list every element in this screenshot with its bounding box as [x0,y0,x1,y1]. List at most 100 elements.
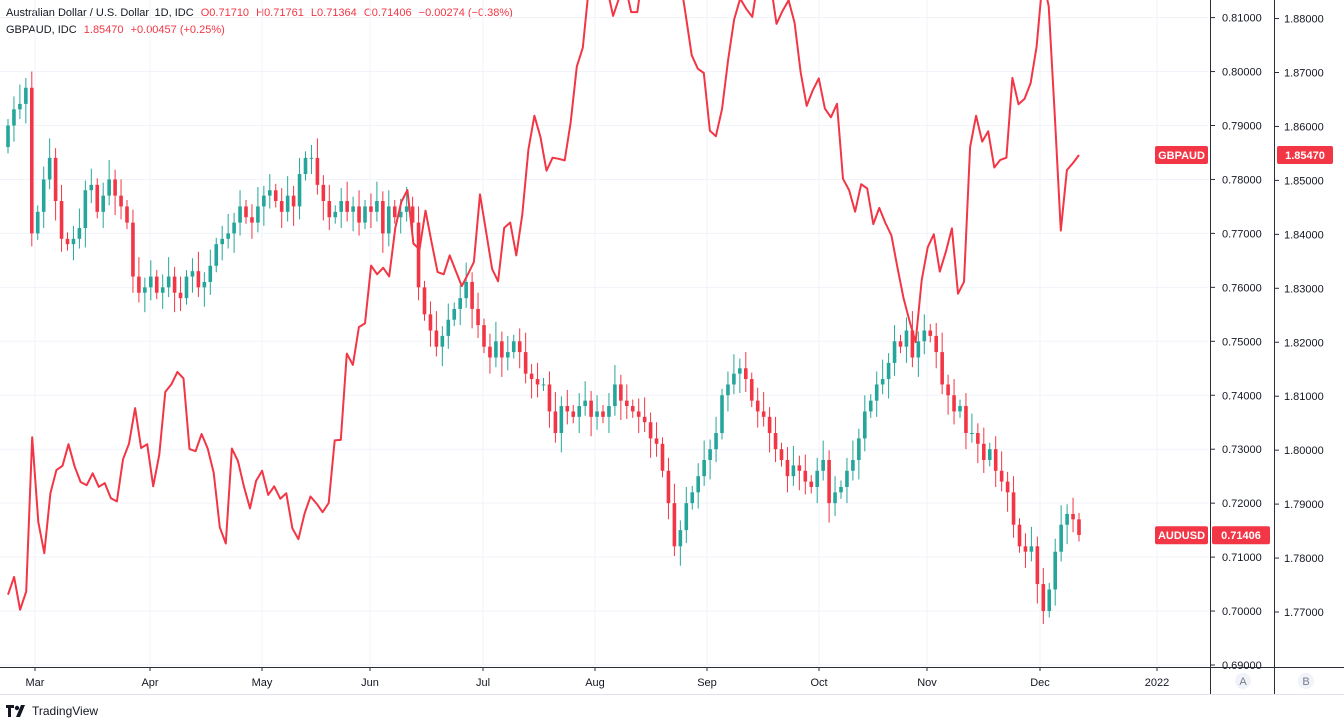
candle-body [1077,519,1081,535]
scale-a-button[interactable] [1235,673,1251,689]
time-label: Sep [697,677,717,689]
legend-high: H0.71761 [256,7,304,19]
candle-body [24,87,28,104]
candle-body [166,276,171,288]
left-scale-label: 0.72000 [1222,498,1262,510]
candle-body [220,238,224,245]
candle-body [71,238,76,245]
audusd-price-label: 0.71406 [1221,530,1261,542]
candle-body [202,281,207,288]
left-scale-label: 0.74000 [1222,390,1262,402]
left-scale-label: 0.69000 [1222,660,1262,672]
candle-body [125,206,129,223]
candle-body [1011,492,1016,525]
candle-body [517,341,522,353]
legend-gbpaud: GBPAUD, IDC 1.85470 +0.00457 (+0.25%) [6,24,229,36]
time-label: Nov [917,677,937,689]
candle-body [500,341,504,358]
candle-body [970,433,974,435]
candle-body [946,384,950,396]
candle-body [559,406,564,434]
candle-body [1035,546,1040,585]
legend-gbpaud-name: GBPAUD, IDC [6,24,77,36]
candle-body [767,416,772,434]
candle-body [940,352,944,385]
candle-body [744,368,748,380]
gbpaud-series-label: GBPAUD [1158,150,1205,162]
candle-body [440,335,445,347]
candle-body [65,238,70,245]
candle-body [315,157,320,185]
candle-body [333,211,338,218]
candle-body [208,265,213,282]
candle-body [77,228,82,239]
candle-body [381,201,385,234]
candle-body [244,206,248,218]
legend-audusd-name: Australian Dollar / U.S. Dollar, 1D, IDC [6,7,194,19]
candle-body [226,233,230,239]
candle-body [464,281,468,299]
left-scale-label: 0.75000 [1222,336,1262,348]
brand-name: TradingView [32,704,99,718]
candle-body [137,276,141,293]
candle-body [987,449,992,460]
candle-body [660,443,665,471]
scale-b-label: B [1302,676,1309,688]
candle-body [113,179,117,196]
candle-body [797,465,802,471]
time-label: Jul [476,677,490,689]
candle-body [285,195,290,212]
scale-a-label: A [1239,676,1247,688]
candle-body [934,335,938,353]
candle-body [648,422,653,439]
candle-body [642,416,647,423]
candle-body [672,503,677,547]
candle-body [273,190,278,202]
candle-body [803,470,808,482]
right-scale-label: 1.78000 [1284,553,1324,565]
left-scale-label: 0.76000 [1222,282,1262,294]
candle-body [178,292,183,299]
right-scale-label: 1.87000 [1284,68,1324,80]
tradingview-branding[interactable]: TradingView [6,704,98,718]
candle-body [410,206,415,223]
candle-body [30,87,34,234]
candle-body [422,287,427,315]
left-scale-label: 0.73000 [1222,444,1262,456]
candle-body [291,195,296,207]
audusd-series-label-bg [1155,526,1208,545]
candle-body [511,341,516,353]
time-label: Jun [361,677,379,689]
candle-body [101,195,105,212]
legend-close: C0.71406 [363,7,412,19]
candle-body [839,486,843,493]
legend-open: O0.71710 [200,7,250,19]
time-label: May [252,677,273,689]
candle-body [1029,546,1034,552]
legend-gbpaud-change: +0.00457 (+0.25%) [130,24,225,36]
candle-body [749,379,754,401]
time-label: 2022 [1145,677,1169,689]
candle-body [892,341,897,363]
candle-body [601,411,605,417]
candle-body [958,406,962,412]
candle-body [327,201,332,218]
left-scale-label: 0.77000 [1222,228,1262,240]
right-scale-label: 1.85000 [1284,175,1324,187]
candle-body [47,157,52,180]
right-scale-label: 1.83000 [1284,283,1324,295]
candle-body [262,195,266,207]
candle-body [577,406,581,417]
candle-body [1041,584,1046,612]
scale-b-button[interactable] [1298,673,1314,689]
candle-body [928,330,933,336]
gbpaud-line [7,0,1080,611]
candle-body [523,352,528,374]
candle-body [922,330,927,342]
tradingview-logo-icon [6,705,25,717]
candle-body [95,184,100,212]
candle-body [874,384,879,401]
candle-body [684,503,689,531]
candle-body [690,492,695,504]
